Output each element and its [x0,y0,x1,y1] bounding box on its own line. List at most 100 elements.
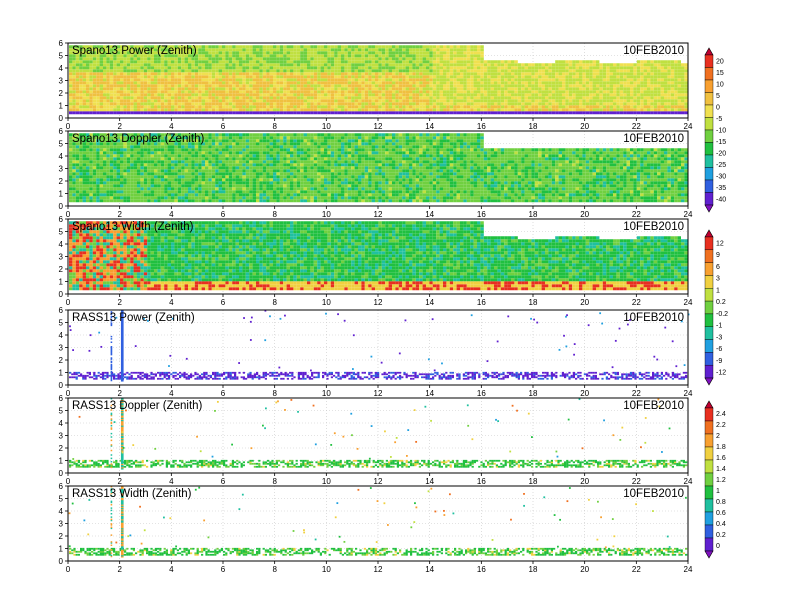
colorbar-label: -10 [716,128,726,135]
colorbar-bottom-arrow [704,377,714,386]
colorbar-segment [704,67,714,81]
colorbar-segment [704,79,714,93]
x-tick-label: 14 [425,298,434,307]
colorbar-label: 1.4 [716,466,726,473]
colorbar-segment [704,472,714,487]
y-tick-label: 3 [59,77,64,86]
y-tick-label: 0 [59,469,64,478]
x-tick-label: 8 [272,477,277,486]
data-cells [69,221,688,291]
y-tick-label: 0 [59,202,64,211]
colorbar-doppler: 12 9 6 3 1 0.2 -0.2 -1 -3 -6 -9 -12 [704,229,728,386]
colorbar-label: 10 [716,81,724,88]
colorbar-segment [704,326,714,340]
x-tick-label: 12 [374,210,383,219]
x-tick-label: 18 [529,210,538,219]
y-tick-label: 5 [59,52,64,61]
colorbar-segment [704,352,714,366]
y-tick-label: 1 [59,545,64,554]
x-tick-label: 16 [477,210,486,219]
colorbar-segment [704,288,714,302]
colorbar-label: 1 [716,488,720,495]
x-tick-label: 16 [477,298,486,307]
colorbar-top-arrow [704,229,714,238]
x-tick-label: 12 [374,477,383,486]
x-tick-label: 20 [580,477,589,486]
colorbar-segment [704,154,714,168]
panel-date: 10FEB2010 [623,400,684,412]
x-tick-label: 12 [374,565,383,574]
colorbar-segment [704,179,714,193]
x-tick-label: 4 [169,122,174,131]
y-tick-label: 1 [59,102,64,111]
panel-title: RASS13 Power (Zenith) [72,312,195,324]
x-tick-label: 14 [425,122,434,131]
x-tick-label: 14 [425,565,434,574]
x-tick-label: 14 [425,389,434,398]
x-tick-label: 18 [529,298,538,307]
y-tick-label: 4 [59,64,64,73]
x-tick-label: 8 [272,389,277,398]
colorbar-label: -1 [716,323,722,330]
x-tick-label: 6 [221,122,226,131]
colorbar-label: 0 [716,104,720,111]
x-tick-label: 0 [66,565,71,574]
colorbar-label: 0 [716,543,720,550]
y-tick-label: 3 [59,165,64,174]
colorbar-segment [704,313,714,327]
panel-title: Spano13 Width (Zenith) [72,221,194,233]
x-tick-label: 20 [580,210,589,219]
x-tick-label: 0 [66,122,71,131]
colorbar-label: 2.4 [716,411,726,418]
x-tick-label: 24 [684,210,693,219]
y-tick-label: 4 [59,331,64,340]
y-tick-label: 3 [59,253,64,262]
panel-date: 10FEB2010 [623,488,684,500]
colorbar-label: 20 [716,58,724,65]
data-cells [68,486,688,558]
y-tick-label: 2 [59,177,64,186]
y-tick-label: 0 [59,290,64,299]
x-tick-label: 2 [117,298,122,307]
y-tick-label: 6 [59,482,64,491]
x-tick-label: 16 [477,477,486,486]
y-tick-label: 4 [59,507,64,516]
x-tick-label: 0 [66,389,71,398]
colorbar-label: 0.8 [716,499,726,506]
colorbar-label: -15 [716,139,726,146]
colorbar-label: 1.8 [716,444,726,451]
x-tick-label: 4 [169,565,174,574]
x-tick-label: 18 [529,477,538,486]
colorbar-label: -25 [716,162,726,169]
colorbar-segment [704,54,714,68]
x-tick-label: 2 [117,122,122,131]
colorbar-segment [704,167,714,181]
colorbar-segment [704,511,714,526]
x-tick-label: 2 [117,389,122,398]
x-tick-label: 18 [529,565,538,574]
x-tick-label: 22 [632,210,641,219]
x-tick-label: 4 [169,477,174,486]
y-tick-label: 4 [59,152,64,161]
x-tick-label: 22 [632,477,641,486]
colorbar-segment [704,407,714,422]
colorbar-label: -12 [716,370,726,377]
colorbar-label: 0.2 [716,299,726,306]
y-tick-label: 0 [59,114,64,123]
colorbar-segment [704,420,714,435]
y-tick-label: 2 [59,532,64,541]
x-tick-label: 24 [684,477,693,486]
x-tick-label: 16 [477,389,486,398]
colorbar-segment [704,459,714,474]
colorbar-label: 12 [716,240,724,247]
colorbar-segment [704,339,714,353]
panel-date: 10FEB2010 [623,221,684,233]
colorbar-label: 3 [716,276,720,283]
x-tick-label: 24 [684,298,693,307]
colorbar-segment [704,104,714,118]
colorbar-label: 0.6 [716,510,726,517]
